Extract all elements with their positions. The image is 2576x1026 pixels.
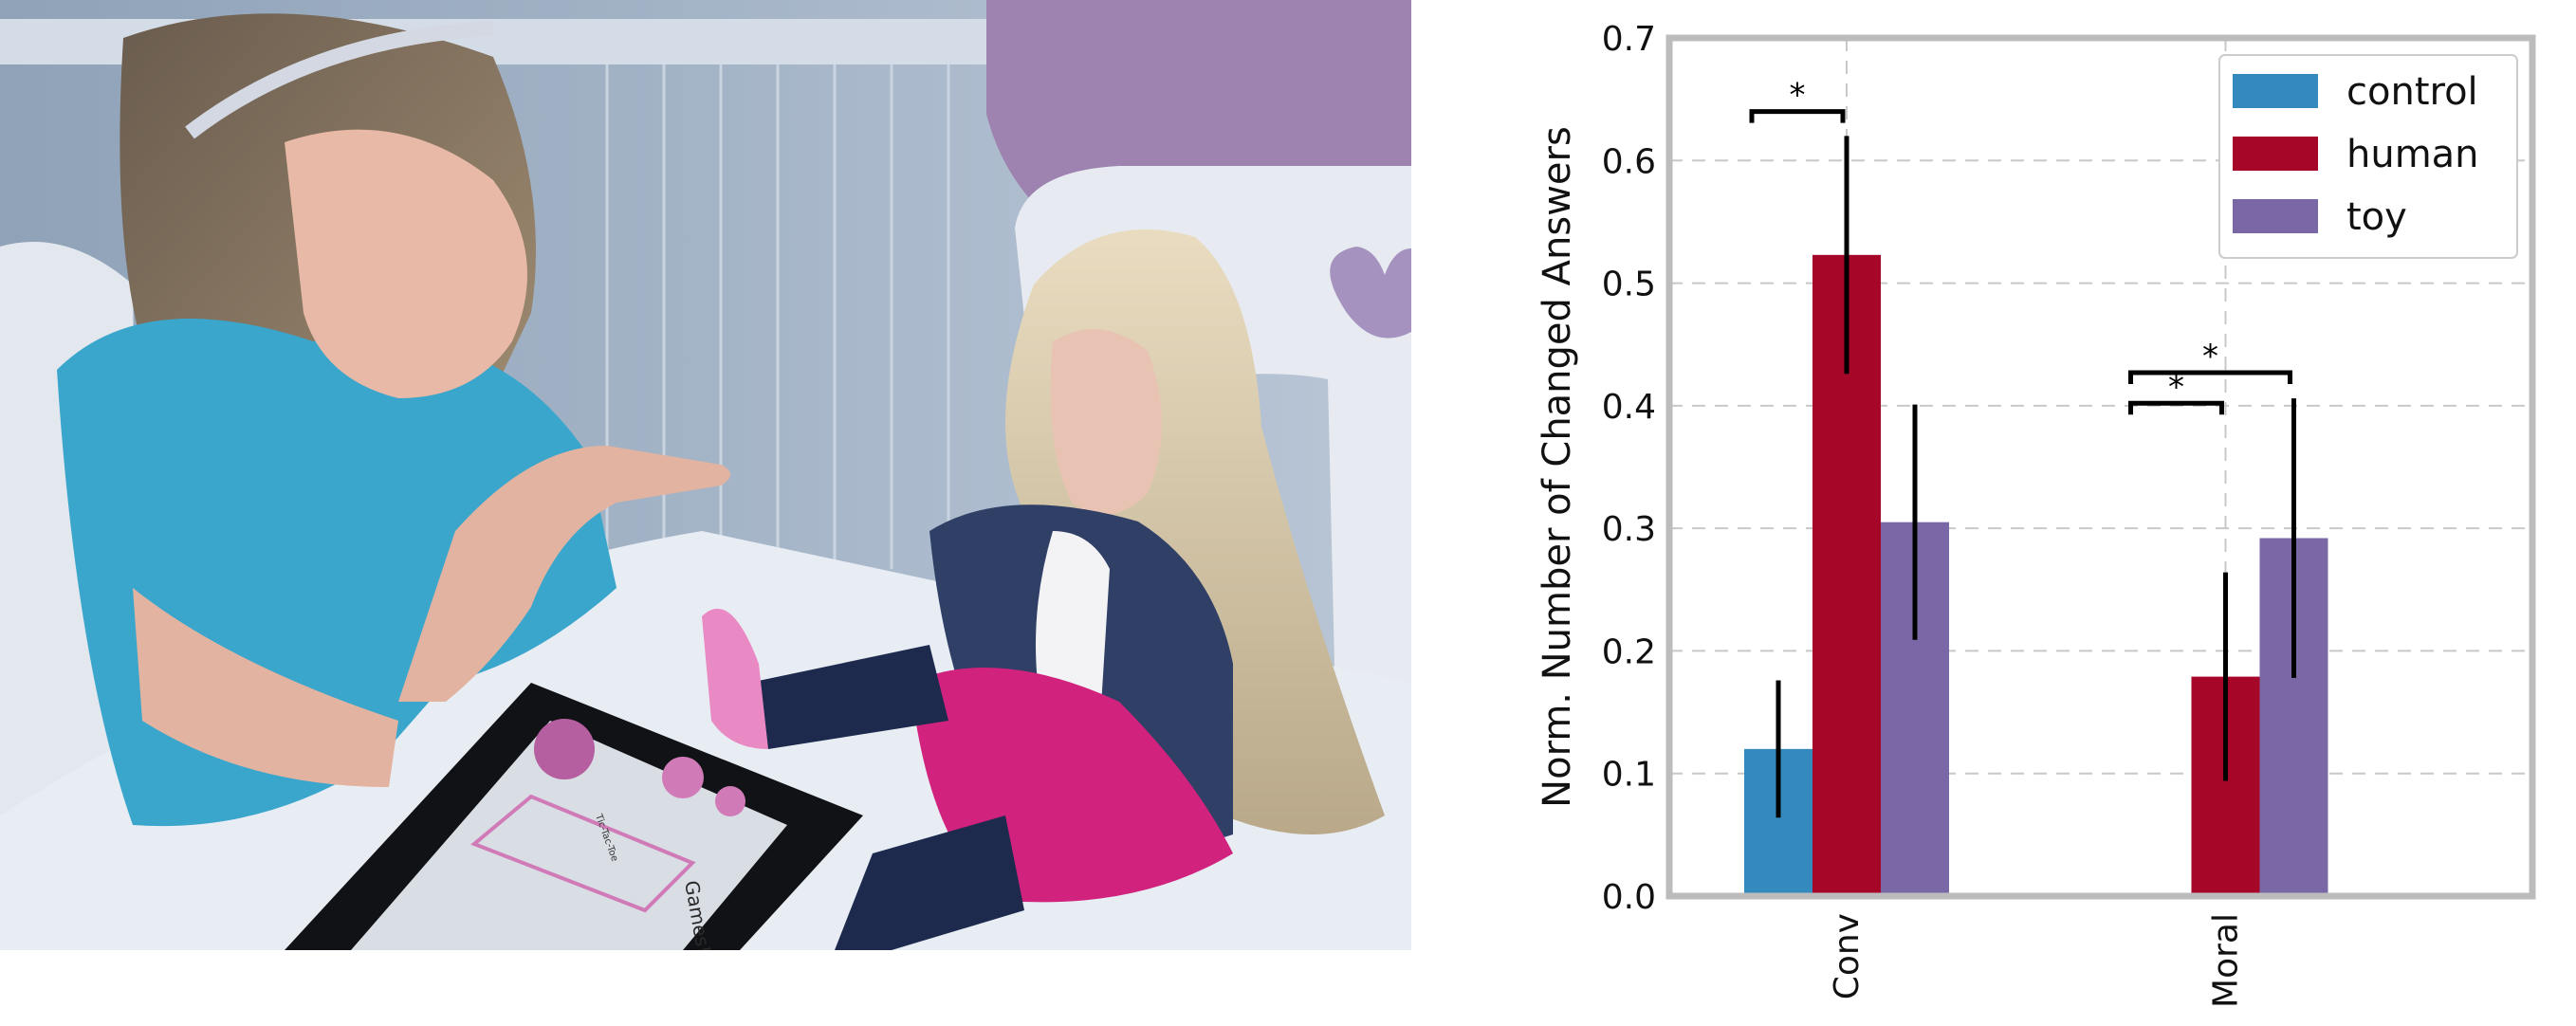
tablet-grid bbox=[470, 794, 696, 913]
tablet-button-2 bbox=[715, 786, 745, 816]
significance-bracket bbox=[2127, 400, 2224, 415]
y-tick-label: 0.6 bbox=[1602, 142, 1656, 181]
error-bar-layer bbox=[1776, 136, 2296, 818]
y-tick-label: 0.4 bbox=[1602, 388, 1656, 427]
legend-swatch-human bbox=[2233, 137, 2318, 171]
legend-swatch-control bbox=[2233, 74, 2318, 108]
chart-svg: * * * 0.0 0.1 0.2 0.3 0.4 0.5 0.6 0.7 Conv Moral N… bbox=[1536, 20, 2536, 1008]
significance-star: * bbox=[2202, 338, 2218, 376]
girl-headband bbox=[185, 21, 494, 139]
legend: control human toy bbox=[2218, 54, 2518, 259]
tablet-button-1 bbox=[662, 757, 704, 798]
bar-layer bbox=[1744, 254, 2328, 897]
doll-shirt bbox=[1036, 531, 1110, 721]
legend-label-toy: toy bbox=[2346, 195, 2407, 239]
significance-bracket bbox=[1749, 109, 1846, 123]
bar-chart: * * * 0.0 0.1 0.2 0.3 0.4 0.5 0.6 0.7 Conv Moral N… bbox=[1480, 0, 2576, 1022]
y-tick-label: 0.1 bbox=[1602, 756, 1656, 795]
tablet-button-3 bbox=[534, 719, 595, 779]
girl-arm bbox=[398, 446, 730, 702]
x-tick-label: Moral bbox=[2206, 913, 2245, 1008]
girl-face bbox=[285, 129, 527, 398]
doll-shoe bbox=[702, 608, 768, 749]
significance-layer: * * * bbox=[1749, 77, 2292, 415]
photo-illustration: Games! Tic-Tac-Toe bbox=[0, 0, 1411, 950]
plot-frame bbox=[1665, 34, 2536, 900]
significance-star: * bbox=[1790, 77, 1806, 115]
doll-face bbox=[1050, 329, 1162, 515]
wainscot-panels bbox=[605, 57, 950, 569]
girl-lower-arm bbox=[133, 588, 398, 787]
legend-items: control human toy bbox=[2233, 70, 2479, 239]
y-tick-label: 0.0 bbox=[1602, 878, 1656, 917]
y-tick-labels: 0.0 0.1 0.2 0.3 0.4 0.5 0.6 0.7 bbox=[1602, 20, 1656, 917]
y-tick-label: 0.2 bbox=[1602, 632, 1656, 671]
photo-child-with-doll: Games! Tic-Tac-Toe bbox=[0, 0, 1411, 950]
y-tick-label: 0.3 bbox=[1602, 510, 1656, 549]
legend-label-control: control bbox=[2346, 70, 2478, 114]
x-tick-labels: Conv Moral bbox=[1828, 913, 2245, 1008]
legend-label-human: human bbox=[2346, 133, 2479, 176]
y-axis-label: Norm. Number of Changed Answers bbox=[1536, 126, 1579, 808]
chair-heart bbox=[1330, 247, 1411, 339]
y-tick-label: 0.7 bbox=[1602, 20, 1656, 59]
significance-star: * bbox=[2168, 368, 2184, 406]
y-tick-label: 0.5 bbox=[1602, 266, 1656, 304]
doll-leg-lower bbox=[835, 815, 1024, 950]
doll-leg bbox=[749, 645, 948, 749]
x-tick-label: Conv bbox=[1828, 913, 1867, 999]
significance-bracket bbox=[2127, 370, 2292, 384]
legend-swatch-toy bbox=[2233, 199, 2318, 233]
